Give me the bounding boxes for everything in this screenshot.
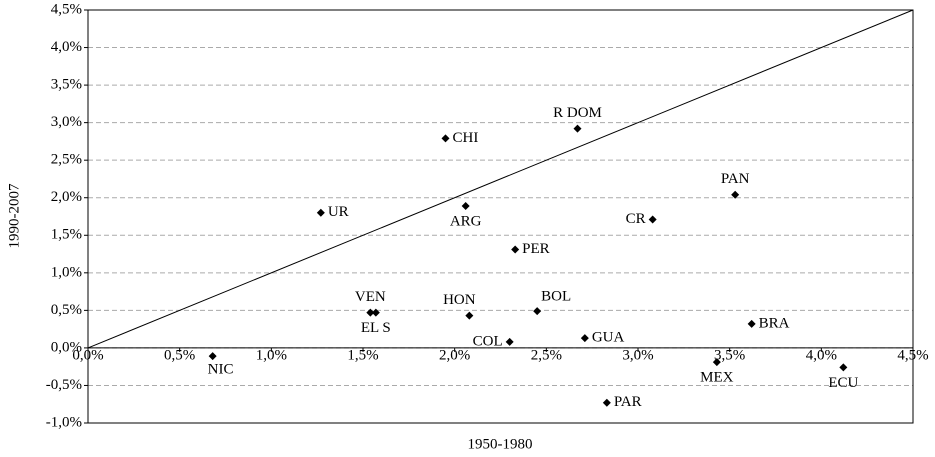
point xyxy=(533,307,542,316)
point-label: CHI xyxy=(453,130,479,146)
point xyxy=(511,245,520,254)
point xyxy=(316,208,325,217)
point-label: PAR xyxy=(614,394,642,410)
point xyxy=(371,308,380,317)
y-tick-label: 2,5% xyxy=(51,152,82,168)
x-tick-label: 1,5% xyxy=(347,347,378,363)
point xyxy=(465,311,474,320)
point-label: BOL xyxy=(541,289,571,305)
y-tick-label: 3,5% xyxy=(51,77,82,93)
y-tick-label: 1,5% xyxy=(51,227,82,243)
point xyxy=(461,201,470,210)
y-tick-label: -0,5% xyxy=(46,377,82,393)
point xyxy=(441,134,450,143)
point-label: PAN xyxy=(721,171,750,187)
point xyxy=(712,358,721,367)
point-label: HON xyxy=(443,292,476,308)
x-axis-title: 1950-1980 xyxy=(468,436,533,452)
point-label: UR xyxy=(328,204,349,220)
y-axis-title: 1990-2007 xyxy=(6,183,22,248)
point-label: GUA xyxy=(592,330,625,346)
y-tick-label: 1,0% xyxy=(51,264,82,280)
point-label: MEX xyxy=(700,370,734,386)
point xyxy=(602,398,611,407)
point xyxy=(505,337,514,346)
y-tick-label: 0,5% xyxy=(51,302,82,318)
point xyxy=(648,215,657,224)
x-tick-label: 4,0% xyxy=(806,347,837,363)
point-label: BRA xyxy=(759,315,790,331)
point-label: CR xyxy=(626,211,646,227)
point xyxy=(839,363,848,372)
point-label: NIC xyxy=(208,362,234,378)
x-tick-label: 0,5% xyxy=(164,347,195,363)
x-tick-label: 3,0% xyxy=(622,347,653,363)
y-tick-label: 0,0% xyxy=(51,339,82,355)
point-label: ECU xyxy=(828,375,858,391)
point xyxy=(731,190,740,199)
point xyxy=(580,334,589,343)
y-tick-label: 2,0% xyxy=(51,189,82,205)
point xyxy=(208,352,217,361)
x-tick-label: 3,5% xyxy=(714,347,745,363)
x-tick-label: 2,5% xyxy=(531,347,562,363)
point xyxy=(573,124,582,133)
y-tick-label: 4,5% xyxy=(51,1,82,17)
x-tick-label: 2,0% xyxy=(439,347,470,363)
point xyxy=(747,319,756,328)
diagonal-line xyxy=(87,9,914,349)
point-label: COL xyxy=(473,333,503,349)
point xyxy=(366,308,375,317)
point-label: ARG xyxy=(450,213,482,229)
y-tick-label: 3,0% xyxy=(51,114,82,130)
point-label: EL S xyxy=(361,320,391,336)
x-tick-label: 1,0% xyxy=(256,347,287,363)
y-tick-label: 4,0% xyxy=(51,39,82,55)
y-tick-label: -1,0% xyxy=(46,414,82,430)
point-label: VEN xyxy=(355,289,386,305)
point-label: R DOM xyxy=(553,105,602,121)
point-label: PER xyxy=(522,241,550,257)
